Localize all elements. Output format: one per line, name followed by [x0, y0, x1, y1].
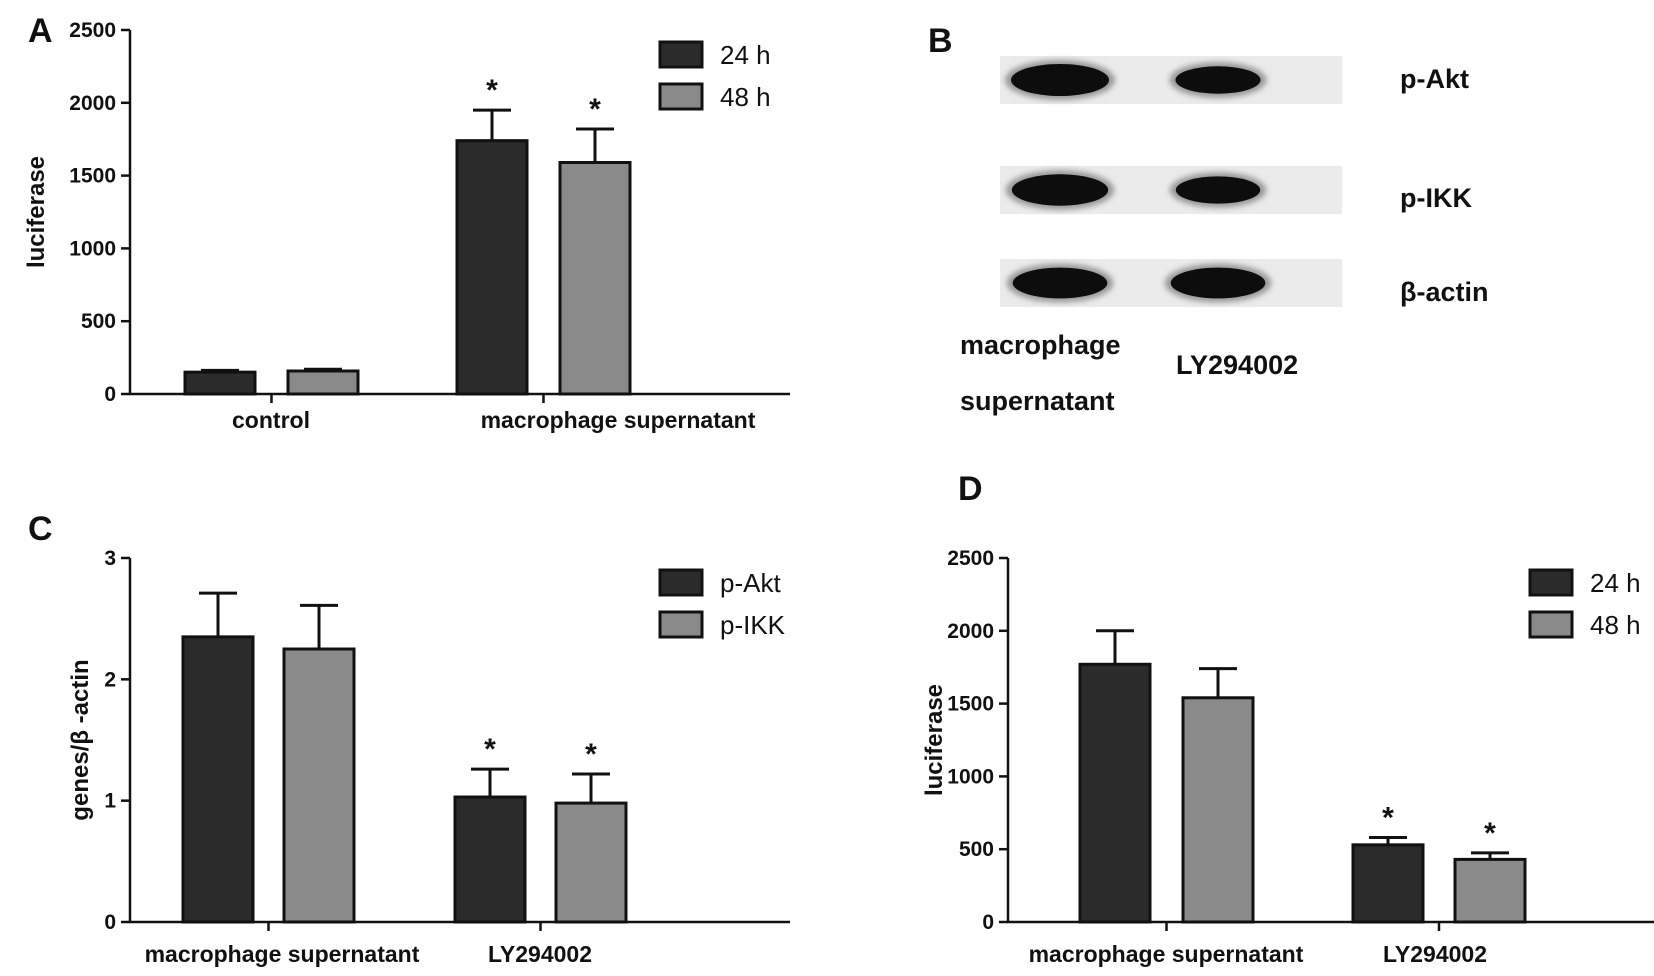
significance-mark: *	[484, 733, 496, 766]
y-tick-label: 0	[104, 383, 116, 406]
bar	[183, 370, 257, 396]
blot-band	[1175, 176, 1261, 204]
y-tick-label: 2000	[947, 620, 994, 643]
bar	[282, 647, 356, 924]
blot-row-label: p-Akt	[1400, 64, 1469, 94]
significance-mark: *	[1484, 817, 1496, 850]
y-tick-label: 500	[959, 838, 994, 861]
y-tick-label: 2	[104, 668, 116, 691]
legend-swatch	[1528, 568, 1574, 597]
bar	[286, 369, 360, 396]
legend-label: 48 h	[1590, 610, 1641, 640]
legend-label: 24 h	[720, 40, 771, 70]
bar	[181, 635, 255, 924]
y-tick-label: 2500	[947, 547, 994, 570]
y-tick-label: 1000	[69, 237, 116, 260]
legend-label: 48 h	[720, 82, 771, 112]
x-category-label: macrophage supernatant	[145, 941, 420, 967]
y-tick-label: 2500	[69, 19, 116, 42]
bar	[1181, 696, 1255, 924]
significance-mark: *	[585, 738, 597, 771]
x-category-label: control	[232, 407, 310, 433]
panel-letter-a: A	[28, 12, 53, 50]
blot-band	[1011, 64, 1109, 96]
bar	[1351, 843, 1425, 924]
panel-letter-b: B	[928, 22, 953, 60]
y-tick-label: 500	[81, 310, 116, 333]
y-tick-label: 0	[104, 911, 116, 934]
x-category-label: LY294002	[1383, 941, 1487, 967]
legend-label: p-IKK	[720, 610, 786, 640]
blot-lane-label: macrophage	[960, 330, 1121, 360]
bar	[453, 795, 527, 924]
blot-band	[1175, 66, 1261, 94]
y-axis-title: luciferase	[23, 156, 50, 268]
panel-c-bar-chart: C 0 1 2 3 genes/β -actin macrophage supernatan…	[28, 510, 790, 967]
y-tick-label: 1	[104, 790, 116, 813]
bar	[1453, 857, 1527, 924]
y-axis-title: luciferase	[921, 684, 948, 796]
significance-mark: *	[1382, 802, 1394, 835]
blot-band	[1170, 267, 1266, 299]
x-category-label: macrophage supernatant	[481, 407, 756, 433]
y-axis-title: genes/β -actin	[67, 659, 94, 820]
y-tick-label: 3	[104, 547, 116, 570]
blot-lane-label: supernatant	[960, 386, 1115, 416]
panel-letter-c: C	[28, 510, 53, 548]
bar	[1078, 662, 1152, 924]
legend-swatch	[1528, 610, 1574, 639]
legend-swatch	[658, 40, 704, 69]
significance-mark: *	[589, 93, 601, 126]
blot-band	[1011, 174, 1109, 206]
y-tick-label: 0	[982, 911, 994, 934]
bar	[558, 160, 632, 396]
x-category-label: LY294002	[488, 941, 592, 967]
blot-lane-label: LY294002	[1176, 350, 1298, 380]
panel-d-bar-chart: D 0 500 1000 1500 2000 2500 luciferase macrophag…	[921, 470, 1654, 967]
legend-label: 24 h	[1590, 568, 1641, 598]
bar	[554, 801, 628, 924]
bar	[455, 139, 529, 396]
y-tick-label: 1500	[69, 165, 116, 188]
x-category-label: macrophage supernatant	[1029, 941, 1304, 967]
legend-swatch	[658, 568, 704, 597]
panel-a-bar-chart: A 0 500 1000 1500 2000 2500 luciferase control ma…	[23, 12, 790, 433]
legend-swatch	[658, 610, 704, 639]
panel-letter-d: D	[958, 470, 983, 508]
panel-b-western-blot: Bp-Akt p-IKK β-actin macrophage supernatant L…	[928, 22, 1489, 416]
legend-swatch	[658, 82, 704, 111]
significance-mark: *	[486, 74, 498, 107]
blot-row-label: p-IKK	[1400, 183, 1472, 213]
y-tick-label: 1500	[947, 693, 994, 716]
legend-label: p-Akt	[720, 568, 781, 598]
blot-band	[1012, 267, 1108, 299]
y-tick-label: 2000	[69, 92, 116, 115]
y-tick-label: 1000	[947, 765, 994, 788]
blot-row-label: β-actin	[1400, 277, 1489, 307]
